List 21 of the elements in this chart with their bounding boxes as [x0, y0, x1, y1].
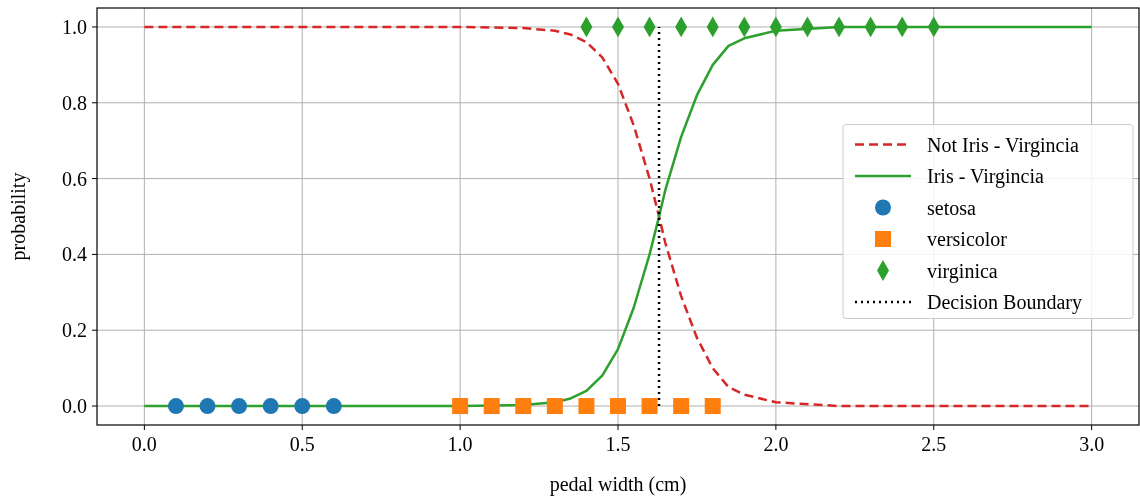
x-tick-label: 1.0	[447, 433, 473, 455]
x-axis-title: pedal width (cm)	[549, 473, 687, 496]
legend-label: Not Iris - Virgincia	[927, 133, 1080, 157]
x-tick-label: 0.5	[289, 433, 315, 455]
legend-label: Decision Boundary	[927, 291, 1082, 314]
legend-label: setosa	[927, 196, 976, 219]
y-tick-label: 1.0	[62, 15, 87, 38]
y-tick-label: 0.8	[62, 91, 87, 114]
x-tick-label: 2.0	[763, 433, 789, 455]
x-tick-label: 1.5	[605, 433, 631, 455]
y-tick-label: 0.6	[62, 167, 87, 190]
legend-label: Iris - Virgincia	[927, 165, 1045, 188]
y-tick-label: 0.4	[62, 243, 87, 266]
y-tick-label: 0.2	[62, 319, 87, 342]
y-tick-label: 0.0	[62, 395, 87, 418]
x-tick-label: 3.0	[1079, 433, 1105, 455]
x-tick-label: 0.0	[131, 433, 157, 455]
x-tick-label: 2.5	[921, 433, 947, 455]
legend-label: virginica	[927, 259, 998, 283]
y-axis-title: probability	[7, 172, 30, 261]
legend-label: versicolor	[927, 228, 1008, 250]
